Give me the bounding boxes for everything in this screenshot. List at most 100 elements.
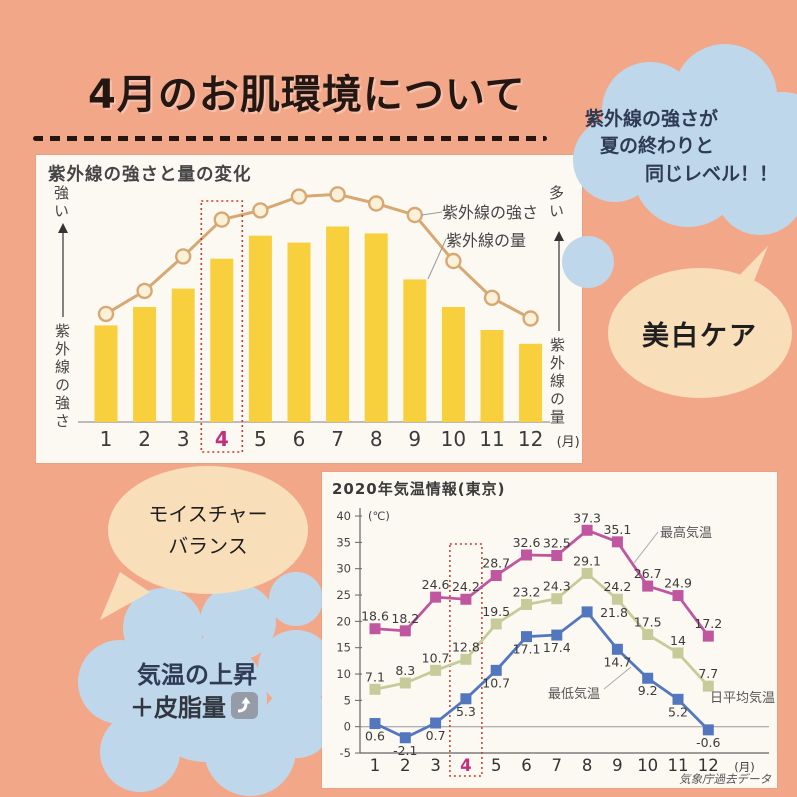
uv-x-unit: (月)	[557, 435, 580, 450]
temp-marker-2-month-11	[672, 693, 684, 705]
uv-strength-marker-7	[329, 186, 346, 203]
temp-marker-1-month-7	[551, 593, 563, 605]
moisture-balance-text: モイスチャー バランス	[148, 498, 267, 562]
uv-left-arrow-icon	[58, 223, 68, 233]
temp-marker-0-month-8	[581, 524, 593, 536]
uv-strength-marker-11	[483, 289, 501, 307]
temp-marker-1-month-3	[430, 664, 442, 676]
temp-value-label: 29.1	[573, 553, 601, 568]
cloud-puff	[269, 572, 323, 626]
temp-marker-2-month-8	[581, 606, 593, 618]
temp-value-label: 10.7	[422, 650, 450, 665]
temp-value-label: 24.9	[664, 576, 692, 591]
temp-marker-1-month-12	[702, 680, 714, 692]
temperature-chart-card: 40 35 30 25 20 15 10 5 0 -5 (℃) 18.6 18.2 24.6 24.2 28.…	[322, 472, 777, 788]
temp-y-tick-label: 20	[336, 614, 351, 628]
uv-bar-month-8	[364, 233, 388, 422]
temp-month-label-1: 1	[370, 756, 381, 775]
temp-marker-2-month-10	[642, 672, 654, 684]
temp-marker-2-month-7	[551, 629, 563, 641]
temp-month-label-8: 8	[582, 756, 593, 775]
moisture-balance-bubble: モイスチャー バランス	[108, 466, 308, 594]
moisture-line-1: モイスチャー	[148, 502, 268, 526]
uv-month-label-12: 12	[518, 427, 543, 451]
temp-value-label: 28.7	[482, 556, 510, 571]
temp-value-label: 7.1	[365, 669, 385, 684]
temp-marker-0-month-9	[611, 536, 623, 548]
temp-value-label: 17.1	[513, 642, 541, 657]
uv-month-label-6: 6	[293, 427, 306, 451]
cloud-puff	[200, 584, 276, 660]
plus-and-sebum-text: ＋皮脂量	[130, 694, 226, 722]
temp-value-label: -2.1	[393, 743, 417, 758]
uv-bar-series-label: 紫外線の量	[446, 231, 527, 250]
uv-highlight-box	[200, 200, 244, 453]
temp-y-tick-label: -5	[340, 746, 351, 760]
uv-bar-month-12	[519, 343, 543, 422]
temp-marker-0-month-3	[430, 591, 442, 603]
uv-month-label-4: 4	[215, 427, 229, 451]
temp-value-label: 23.2	[513, 585, 541, 600]
cloud-puff	[715, 145, 797, 235]
temp-value-label: 37.3	[573, 510, 601, 525]
uv-bar-month-7	[326, 226, 350, 422]
uv-strength-marker-6	[290, 188, 308, 205]
temp-value-label: 12.8	[452, 639, 480, 654]
temp-month-label-2: 2	[400, 756, 411, 775]
temp-marker-1-month-6	[521, 599, 532, 611]
temp-value-label: 35.1	[603, 522, 631, 537]
temp-value-label: 26.7	[634, 566, 662, 581]
cloud-puff	[78, 640, 162, 724]
temp-value-label: 18.2	[391, 611, 419, 626]
temp-x-unit: (月)	[734, 760, 754, 774]
uv-bar-month-9	[403, 279, 427, 422]
temp-month-label-9: 9	[612, 756, 623, 775]
temp-marker-1-month-5	[490, 618, 502, 630]
temp-marker-0-month-2	[399, 625, 411, 637]
uv-month-label-2: 2	[138, 427, 151, 451]
sebum-line-2: ＋皮脂量	[130, 688, 258, 723]
temp-marker-0-month-6	[521, 549, 532, 561]
cloud-puff	[100, 712, 180, 792]
cloud-puff	[734, 92, 797, 188]
temp-marker-1-month-1	[369, 683, 381, 695]
cloud-puff	[573, 118, 657, 202]
temp-marker-1-month-2	[399, 677, 411, 689]
temp-month-label-11: 11	[668, 756, 689, 775]
uv-month-label-3: 3	[177, 427, 190, 451]
uv-strength-marker-4	[213, 211, 231, 228]
temperature-chart-title: 2020年気温情報(東京)	[332, 480, 506, 498]
uv-month-label-9: 9	[408, 427, 421, 451]
uv-strength-marker-3	[174, 248, 192, 265]
uv-bar-month-5	[248, 235, 272, 422]
legend-avg-temp: 日平均気温	[709, 691, 775, 706]
temp-marker-2-month-9	[611, 643, 623, 655]
temp-marker-0-month-7	[551, 550, 563, 562]
uv-left-axis-top-label: 強い	[52, 185, 70, 221]
temp-marker-0-month-1	[369, 623, 381, 635]
temp-marker-0-month-10	[642, 580, 654, 592]
uv-month-label-7: 7	[331, 427, 344, 451]
whitening-care-bubble: 美白ケア	[608, 268, 792, 398]
temp-highlight-box	[449, 543, 483, 777]
uv-strength-callout	[421, 211, 443, 216]
uv-right-arrow-icon	[554, 231, 564, 241]
uv-strength-marker-12	[522, 310, 539, 327]
temp-marker-1-month-4	[460, 653, 472, 665]
temp-month-label-7: 7	[552, 756, 563, 775]
uv-strength-marker-2	[136, 282, 153, 300]
uv-line-series-label: 紫外線の強さ	[442, 203, 539, 222]
temp-marker-0-month-11	[672, 590, 684, 602]
temp-value-label: 24.6	[422, 577, 450, 592]
uv-level-line-1: 紫外線の強さが	[585, 108, 719, 130]
temp-marker-2-month-4	[460, 693, 472, 705]
temp-value-label: 18.6	[361, 609, 389, 624]
temp-marker-0-month-12	[702, 630, 714, 642]
uv-level-line-2: 夏の終わりと	[600, 135, 715, 157]
temp-marker-1-month-11	[672, 647, 684, 659]
temp-y-tick-label: 40	[336, 509, 351, 523]
temp-value-label: 21.8	[600, 605, 628, 620]
uv-chart-title: 紫外線の強さと量の変化	[48, 165, 252, 185]
temp-value-label: 9.2	[638, 683, 658, 698]
temp-y-tick-label: 30	[336, 562, 351, 576]
